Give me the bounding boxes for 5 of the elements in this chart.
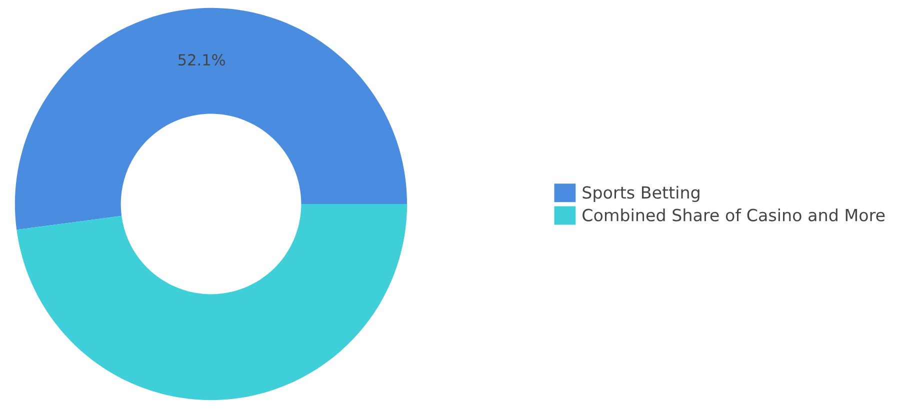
data-label: 52.1% [178, 54, 225, 66]
legend-label: Sports Betting [582, 186, 700, 202]
donut-slice [14, 8, 408, 230]
donut-slice [16, 204, 408, 400]
legend-label: Combined Share of Casino and More [582, 208, 885, 222]
